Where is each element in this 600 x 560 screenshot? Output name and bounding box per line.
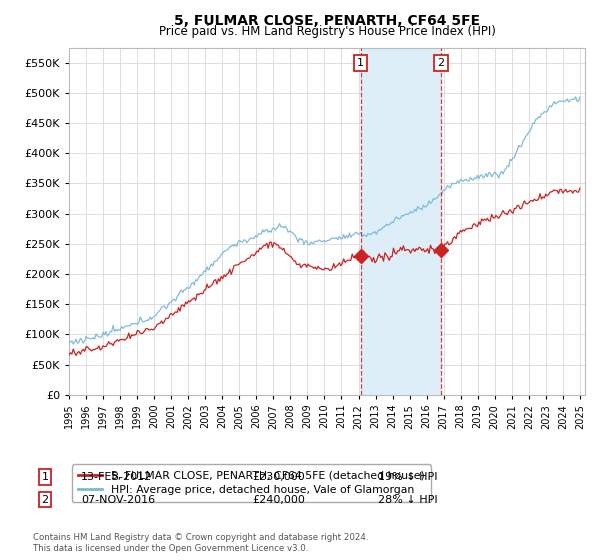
Text: 28% ↓ HPI: 28% ↓ HPI <box>378 494 437 505</box>
Text: 07-NOV-2016: 07-NOV-2016 <box>81 494 155 505</box>
Text: 2: 2 <box>41 494 49 505</box>
Text: 1: 1 <box>41 472 49 482</box>
Bar <box>361 48 441 395</box>
Text: 2: 2 <box>437 58 445 68</box>
Text: 13-FEB-2012: 13-FEB-2012 <box>81 472 152 482</box>
Legend: 5, FULMAR CLOSE, PENARTH, CF64 5FE (detached house), HPI: Average price, detache: 5, FULMAR CLOSE, PENARTH, CF64 5FE (deta… <box>72 464 431 502</box>
Text: 5, FULMAR CLOSE, PENARTH, CF64 5FE: 5, FULMAR CLOSE, PENARTH, CF64 5FE <box>174 14 480 28</box>
Text: Price paid vs. HM Land Registry's House Price Index (HPI): Price paid vs. HM Land Registry's House … <box>158 25 496 38</box>
Text: 19% ↓ HPI: 19% ↓ HPI <box>378 472 437 482</box>
Text: £230,000: £230,000 <box>252 472 305 482</box>
Text: Contains HM Land Registry data © Crown copyright and database right 2024.
This d: Contains HM Land Registry data © Crown c… <box>33 533 368 553</box>
Text: £240,000: £240,000 <box>252 494 305 505</box>
Text: 1: 1 <box>357 58 364 68</box>
